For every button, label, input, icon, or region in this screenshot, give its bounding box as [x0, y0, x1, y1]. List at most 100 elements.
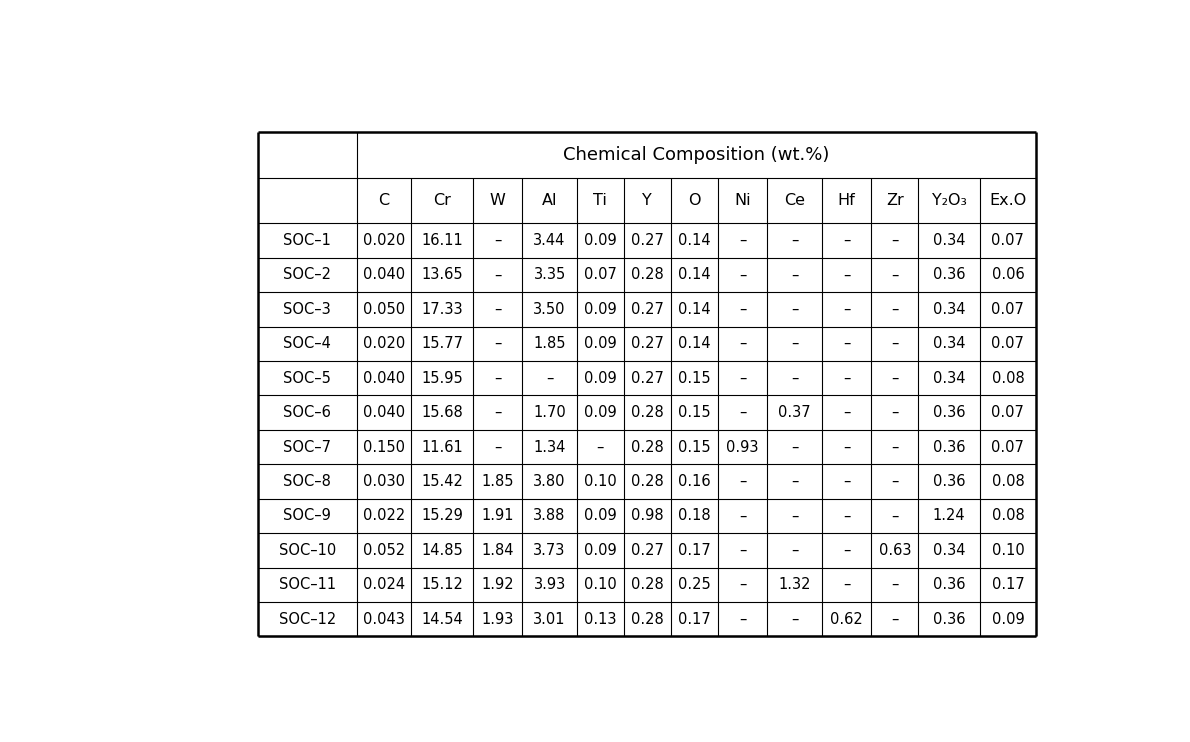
Text: –: – [843, 405, 850, 420]
Text: –: – [494, 371, 501, 386]
Text: 0.08: 0.08 [991, 474, 1025, 489]
Text: 0.28: 0.28 [631, 439, 664, 455]
Text: 0.63: 0.63 [878, 543, 912, 558]
Text: 0.040: 0.040 [363, 405, 406, 420]
Text: 0.28: 0.28 [631, 474, 664, 489]
Text: 0.10: 0.10 [584, 474, 616, 489]
Text: Cr: Cr [433, 193, 451, 208]
Text: –: – [739, 611, 746, 627]
Text: –: – [891, 302, 898, 317]
Text: –: – [843, 267, 850, 283]
Text: –: – [494, 439, 501, 455]
Text: 0.06: 0.06 [991, 267, 1025, 283]
Text: –: – [791, 371, 798, 386]
Text: 0.08: 0.08 [991, 371, 1025, 386]
Text: 0.36: 0.36 [933, 267, 965, 283]
Text: –: – [891, 611, 898, 627]
Text: –: – [596, 439, 603, 455]
Text: 3.80: 3.80 [533, 474, 565, 489]
Text: Chemical Composition (wt.%): Chemical Composition (wt.%) [563, 145, 829, 164]
Text: 1.92: 1.92 [481, 577, 514, 592]
Text: 0.052: 0.052 [363, 543, 406, 558]
Text: –: – [843, 233, 850, 248]
Text: –: – [494, 336, 501, 351]
Text: –: – [891, 336, 898, 351]
Text: –: – [494, 233, 501, 248]
Text: 0.28: 0.28 [631, 611, 664, 627]
Text: –: – [791, 611, 798, 627]
Text: 0.08: 0.08 [991, 508, 1025, 523]
Text: –: – [891, 233, 898, 248]
Text: 0.27: 0.27 [631, 543, 664, 558]
Text: 15.95: 15.95 [421, 371, 463, 386]
Text: Al: Al [541, 193, 557, 208]
Text: 0.28: 0.28 [631, 405, 664, 420]
Text: 0.28: 0.28 [631, 267, 664, 283]
Text: 0.25: 0.25 [678, 577, 710, 592]
Text: 0.34: 0.34 [933, 371, 965, 386]
Text: 0.030: 0.030 [363, 474, 405, 489]
Text: –: – [891, 405, 898, 420]
Text: 0.36: 0.36 [933, 474, 965, 489]
Text: –: – [891, 474, 898, 489]
Text: –: – [739, 577, 746, 592]
Text: –: – [891, 371, 898, 386]
Text: 0.07: 0.07 [991, 233, 1025, 248]
Text: –: – [494, 302, 501, 317]
Text: 0.27: 0.27 [631, 233, 664, 248]
Text: –: – [494, 267, 501, 283]
Text: –: – [546, 371, 553, 386]
Text: –: – [791, 336, 798, 351]
Text: 0.98: 0.98 [631, 508, 664, 523]
Text: 1.34: 1.34 [533, 439, 565, 455]
Text: Hf: Hf [838, 193, 856, 208]
Text: 0.09: 0.09 [584, 336, 616, 351]
Text: 1.91: 1.91 [481, 508, 514, 523]
Text: 0.27: 0.27 [631, 371, 664, 386]
Text: 11.61: 11.61 [421, 439, 463, 455]
Text: 0.36: 0.36 [933, 439, 965, 455]
Text: 0.020: 0.020 [363, 233, 406, 248]
Text: 0.16: 0.16 [678, 474, 710, 489]
Text: SOC–4: SOC–4 [283, 336, 331, 351]
Text: –: – [494, 405, 501, 420]
Text: 3.44: 3.44 [533, 233, 565, 248]
Text: 0.93: 0.93 [726, 439, 759, 455]
Text: –: – [843, 577, 850, 592]
Text: –: – [739, 508, 746, 523]
Text: –: – [843, 302, 850, 317]
Text: 0.37: 0.37 [778, 405, 810, 420]
Text: 0.09: 0.09 [991, 611, 1025, 627]
Text: –: – [843, 371, 850, 386]
Text: SOC–12: SOC–12 [278, 611, 336, 627]
Text: C: C [378, 193, 389, 208]
Text: –: – [791, 508, 798, 523]
Text: 0.07: 0.07 [991, 439, 1025, 455]
Text: 14.85: 14.85 [421, 543, 463, 558]
Text: –: – [891, 577, 898, 592]
Text: 0.34: 0.34 [933, 302, 965, 317]
Text: 14.54: 14.54 [421, 611, 463, 627]
Text: 3.50: 3.50 [533, 302, 565, 317]
Text: –: – [739, 336, 746, 351]
Text: SOC–9: SOC–9 [283, 508, 331, 523]
Text: 0.17: 0.17 [678, 611, 710, 627]
Text: 0.09: 0.09 [584, 233, 616, 248]
Text: –: – [843, 508, 850, 523]
Text: O: O [688, 193, 701, 208]
Text: 0.040: 0.040 [363, 267, 406, 283]
Text: 15.68: 15.68 [421, 405, 463, 420]
Text: –: – [791, 302, 798, 317]
Text: SOC–8: SOC–8 [283, 474, 331, 489]
Text: 1.85: 1.85 [533, 336, 565, 351]
Text: 0.07: 0.07 [584, 267, 616, 283]
Text: 1.70: 1.70 [533, 405, 566, 420]
Text: 0.28: 0.28 [631, 577, 664, 592]
Text: 0.040: 0.040 [363, 371, 406, 386]
Text: 0.15: 0.15 [678, 439, 710, 455]
Text: 3.88: 3.88 [533, 508, 565, 523]
Text: 0.27: 0.27 [631, 302, 664, 317]
Text: 0.36: 0.36 [933, 577, 965, 592]
Text: –: – [791, 543, 798, 558]
Text: 0.34: 0.34 [933, 233, 965, 248]
